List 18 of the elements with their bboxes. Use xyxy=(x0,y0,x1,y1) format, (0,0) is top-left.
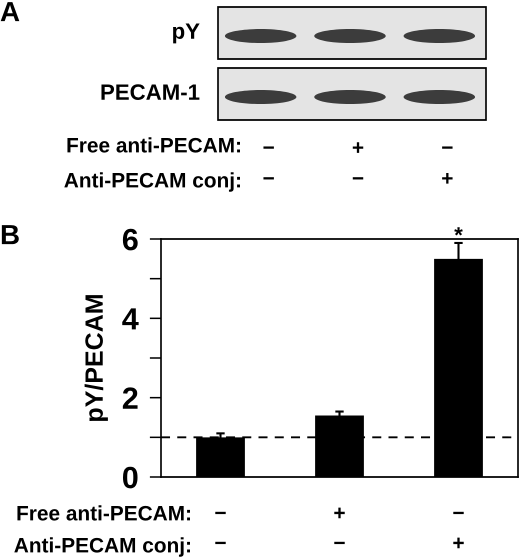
annotation: * xyxy=(454,227,463,236)
y-tick-label: 4 xyxy=(122,308,139,330)
y-tick-label: 6 xyxy=(122,228,138,250)
category-label: − − xyxy=(263,146,274,180)
y-axis-title: pY/PECAM xyxy=(84,295,108,421)
category-label: + − xyxy=(352,142,364,180)
category-label: pY xyxy=(173,23,200,44)
text: A xyxy=(0,2,20,22)
y-tick-label: 2 xyxy=(122,387,138,409)
text: Free anti-PECAM: xyxy=(17,505,190,521)
chart-title: B xyxy=(2,225,19,244)
category-label: PECAM-1 xyxy=(101,84,200,100)
text: Anti-PECAM conj: xyxy=(14,537,190,557)
y-tick-label: 0 xyxy=(122,466,138,488)
category-label: − + xyxy=(442,146,453,184)
text: Anti-PECAM conj: xyxy=(64,172,240,192)
category-label: − − xyxy=(215,512,226,544)
text: Free anti-PECAM: xyxy=(67,137,240,153)
